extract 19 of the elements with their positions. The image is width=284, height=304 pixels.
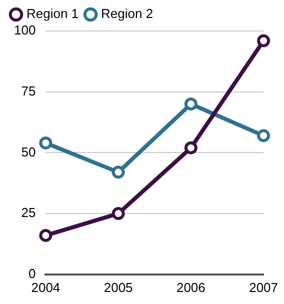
- y-tick-label: 0: [28, 266, 36, 281]
- legend-label: Region 1: [26, 6, 79, 22]
- y-tick-label: 100: [14, 22, 36, 38]
- x-tick-label: 2004: [31, 280, 60, 295]
- y-tick-label: 75: [21, 83, 36, 98]
- point: [112, 166, 125, 179]
- point: [184, 98, 198, 111]
- point: [184, 141, 198, 154]
- x-tick-label: 2006: [176, 280, 206, 295]
- y-tick-label: 50: [21, 144, 36, 160]
- point: [39, 228, 52, 242]
- x-tick-label: 2005: [104, 280, 133, 295]
- point: [257, 129, 270, 142]
- point: [257, 34, 270, 48]
- point: [112, 207, 125, 220]
- y-tick-label: 25: [21, 205, 36, 220]
- point: [39, 136, 52, 150]
- legend-label: Region 2: [101, 6, 154, 22]
- x-tick-label: 2007: [249, 280, 278, 295]
